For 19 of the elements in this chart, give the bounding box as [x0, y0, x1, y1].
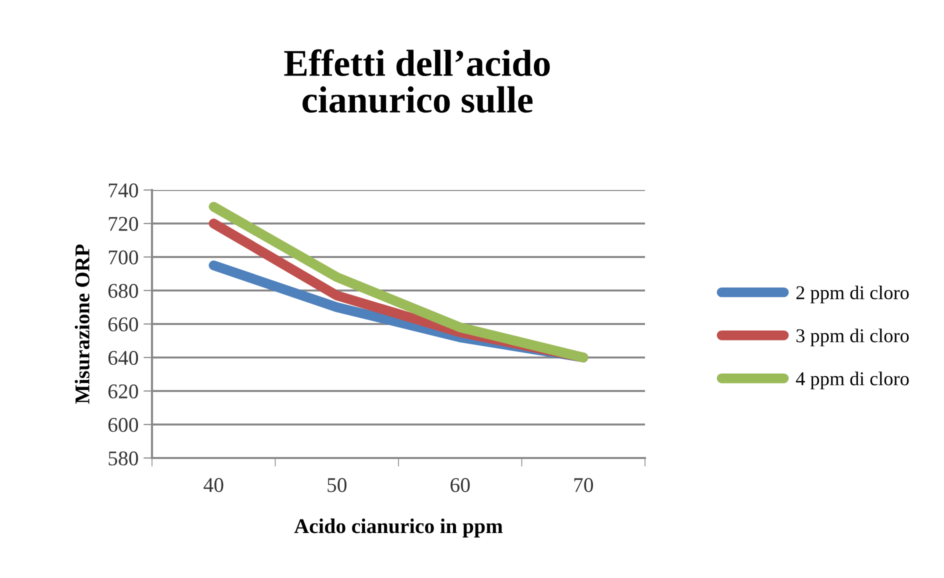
y-tick-label: 640 — [108, 350, 138, 365]
y-tick-label: 700 — [108, 250, 138, 264]
x-tick-label: 50 — [328, 478, 346, 492]
y-tick-label: 740 — [108, 183, 138, 198]
x-tick-label: 70 — [574, 478, 593, 492]
y-tick-label: 720 — [108, 216, 138, 231]
chart-title: Effetti dell’acido cianurico sulle — [284, 49, 550, 113]
x-tick-label: 60 — [450, 478, 470, 492]
y-tick-label: 680 — [108, 284, 138, 298]
x-axis-title: Acido cianurico in ppm — [294, 518, 503, 538]
y-axis-title: Misurazione ORP — [74, 244, 90, 404]
legend-label: 4 ppm di cloro — [796, 372, 909, 390]
y-tick-label: 620 — [108, 384, 138, 398]
y-tick-label: 660 — [108, 317, 138, 332]
x-tick-label: 40 — [204, 478, 224, 492]
y-tick-label: 580 — [108, 451, 138, 466]
legend-label: 2 ppm di cloro — [796, 286, 909, 304]
legend-label: 3 ppm di cloro — [796, 328, 909, 346]
y-tick-label: 600 — [108, 418, 138, 432]
